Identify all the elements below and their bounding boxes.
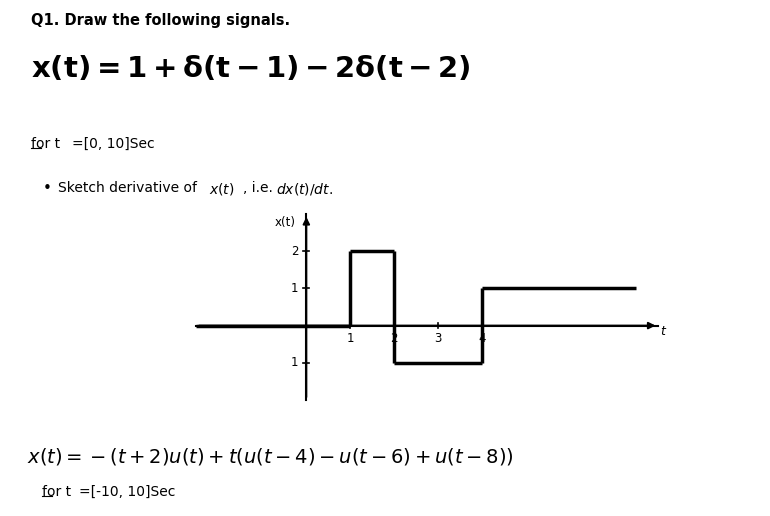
Text: •: • xyxy=(42,181,52,196)
Text: 2: 2 xyxy=(390,332,398,345)
Text: 3: 3 xyxy=(434,332,442,345)
Text: , i.e.: , i.e. xyxy=(243,181,277,195)
Text: 1: 1 xyxy=(291,282,299,295)
Text: x(t): x(t) xyxy=(274,216,296,229)
Text: t: t xyxy=(661,325,665,337)
Text: Q1. Draw the following signals.: Q1. Draw the following signals. xyxy=(31,13,290,28)
Text: 1: 1 xyxy=(346,332,354,345)
Text: $\mathit{x(t)}$: $\mathit{x(t)}$ xyxy=(209,181,235,197)
Text: 2: 2 xyxy=(291,245,299,258)
Text: 1: 1 xyxy=(291,356,299,369)
Text: =[0, 10]Sec: =[0, 10]Sec xyxy=(72,137,155,151)
Text: for t: for t xyxy=(31,137,60,151)
Text: $\mathbf{\mathit{dx(t)/dt}}$.: $\mathbf{\mathit{dx(t)/dt}}$. xyxy=(276,181,333,197)
Text: $\mathit{x(t) = -(t+2)u(t)+t(u(t-4)-u(t-6)+u(t-8))}$: $\mathit{x(t) = -(t+2)u(t)+t(u(t-4)-u(t-… xyxy=(27,446,514,467)
Text: for t: for t xyxy=(42,485,72,499)
Text: Sketch derivative of: Sketch derivative of xyxy=(58,181,201,195)
Text: $\mathbf{x(t) = 1 + \delta(t - 1) - 2\delta(t - 2)}$: $\mathbf{x(t) = 1 + \delta(t - 1) - 2\de… xyxy=(31,54,470,83)
Text: 4: 4 xyxy=(479,332,486,345)
Text: =[-10, 10]Sec: =[-10, 10]Sec xyxy=(79,485,176,499)
